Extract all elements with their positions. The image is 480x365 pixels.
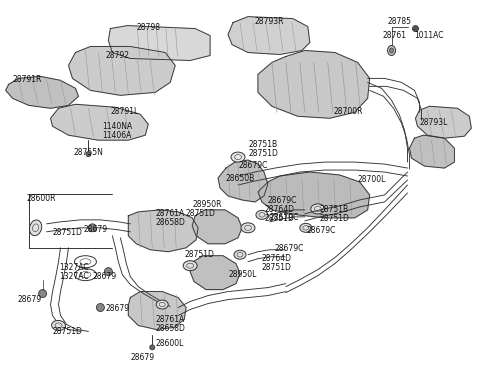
- Text: 28751D: 28751D: [265, 214, 295, 223]
- Text: 28679C: 28679C: [270, 213, 300, 222]
- Text: 28792: 28792: [106, 50, 130, 59]
- Polygon shape: [128, 292, 186, 330]
- Text: 28751D: 28751D: [52, 228, 83, 237]
- Text: 28755N: 28755N: [73, 148, 103, 157]
- Text: 28679C: 28679C: [238, 161, 267, 170]
- Polygon shape: [192, 210, 242, 244]
- Text: 28950R: 28950R: [192, 200, 222, 209]
- Polygon shape: [409, 135, 455, 168]
- Ellipse shape: [38, 289, 47, 297]
- Text: 28658D: 28658D: [155, 324, 185, 334]
- Text: 28679C: 28679C: [275, 244, 304, 253]
- Text: 28764D: 28764D: [262, 254, 292, 263]
- Polygon shape: [416, 106, 471, 138]
- Text: 28751B: 28751B: [320, 205, 349, 214]
- Text: 28751D: 28751D: [320, 214, 349, 223]
- Text: 28751D: 28751D: [52, 327, 83, 337]
- Text: 28798: 28798: [136, 23, 160, 32]
- Text: 28658D: 28658D: [155, 218, 185, 227]
- Ellipse shape: [311, 204, 325, 214]
- Ellipse shape: [96, 304, 104, 311]
- Text: 1011AC: 1011AC: [415, 31, 444, 39]
- Polygon shape: [6, 76, 78, 108]
- Text: 1140NA: 1140NA: [102, 122, 132, 131]
- Text: 28793R: 28793R: [254, 17, 284, 26]
- Ellipse shape: [241, 223, 255, 233]
- Text: 28761: 28761: [383, 31, 407, 39]
- Ellipse shape: [104, 268, 112, 276]
- Text: 28751B: 28751B: [249, 140, 278, 149]
- Text: 28679: 28679: [130, 353, 155, 362]
- Polygon shape: [108, 26, 210, 61]
- Ellipse shape: [88, 224, 96, 232]
- Text: 28764D: 28764D: [265, 205, 295, 214]
- Text: 28791L: 28791L: [110, 107, 139, 116]
- Ellipse shape: [51, 320, 65, 330]
- Text: 28600R: 28600R: [26, 194, 56, 203]
- Text: 11406A: 11406A: [102, 131, 132, 140]
- Polygon shape: [218, 160, 268, 202]
- Text: 28600L: 28600L: [155, 339, 184, 349]
- Text: 28679C: 28679C: [268, 196, 297, 205]
- Text: 28761A: 28761A: [155, 315, 184, 324]
- Text: 28679: 28679: [18, 295, 42, 304]
- Text: 28751D: 28751D: [262, 263, 292, 272]
- Text: 28751D: 28751D: [185, 209, 215, 218]
- Text: 28679C: 28679C: [307, 226, 336, 235]
- Ellipse shape: [412, 26, 419, 32]
- Text: 28679: 28679: [106, 304, 130, 312]
- Ellipse shape: [300, 223, 312, 232]
- Ellipse shape: [390, 48, 394, 53]
- Ellipse shape: [231, 152, 245, 162]
- Polygon shape: [128, 210, 198, 252]
- Text: 28751D: 28751D: [184, 250, 214, 259]
- Polygon shape: [258, 172, 370, 218]
- Text: 28793L: 28793L: [420, 118, 448, 127]
- Text: 28679: 28679: [93, 272, 117, 281]
- Ellipse shape: [256, 210, 268, 219]
- Ellipse shape: [387, 46, 396, 55]
- Polygon shape: [190, 256, 240, 289]
- Text: 28950L: 28950L: [228, 270, 256, 278]
- Text: 28751D: 28751D: [249, 149, 279, 158]
- Polygon shape: [50, 104, 148, 140]
- Text: 1327AC: 1327AC: [60, 263, 89, 272]
- Text: 28791R: 28791R: [12, 76, 42, 84]
- Polygon shape: [69, 46, 175, 95]
- Polygon shape: [258, 50, 370, 118]
- Ellipse shape: [29, 220, 42, 236]
- Text: 28761A: 28761A: [155, 209, 184, 218]
- Polygon shape: [228, 17, 310, 54]
- Text: 28679: 28679: [84, 225, 108, 234]
- Ellipse shape: [183, 261, 197, 271]
- Text: 28700R: 28700R: [334, 107, 363, 116]
- Ellipse shape: [86, 151, 91, 157]
- Ellipse shape: [234, 250, 246, 259]
- Text: 28785: 28785: [387, 17, 411, 26]
- Ellipse shape: [150, 345, 155, 350]
- Text: 1327AC: 1327AC: [60, 272, 89, 281]
- Text: 28700L: 28700L: [358, 175, 386, 184]
- Ellipse shape: [156, 300, 168, 309]
- Text: 28650B: 28650B: [225, 174, 254, 183]
